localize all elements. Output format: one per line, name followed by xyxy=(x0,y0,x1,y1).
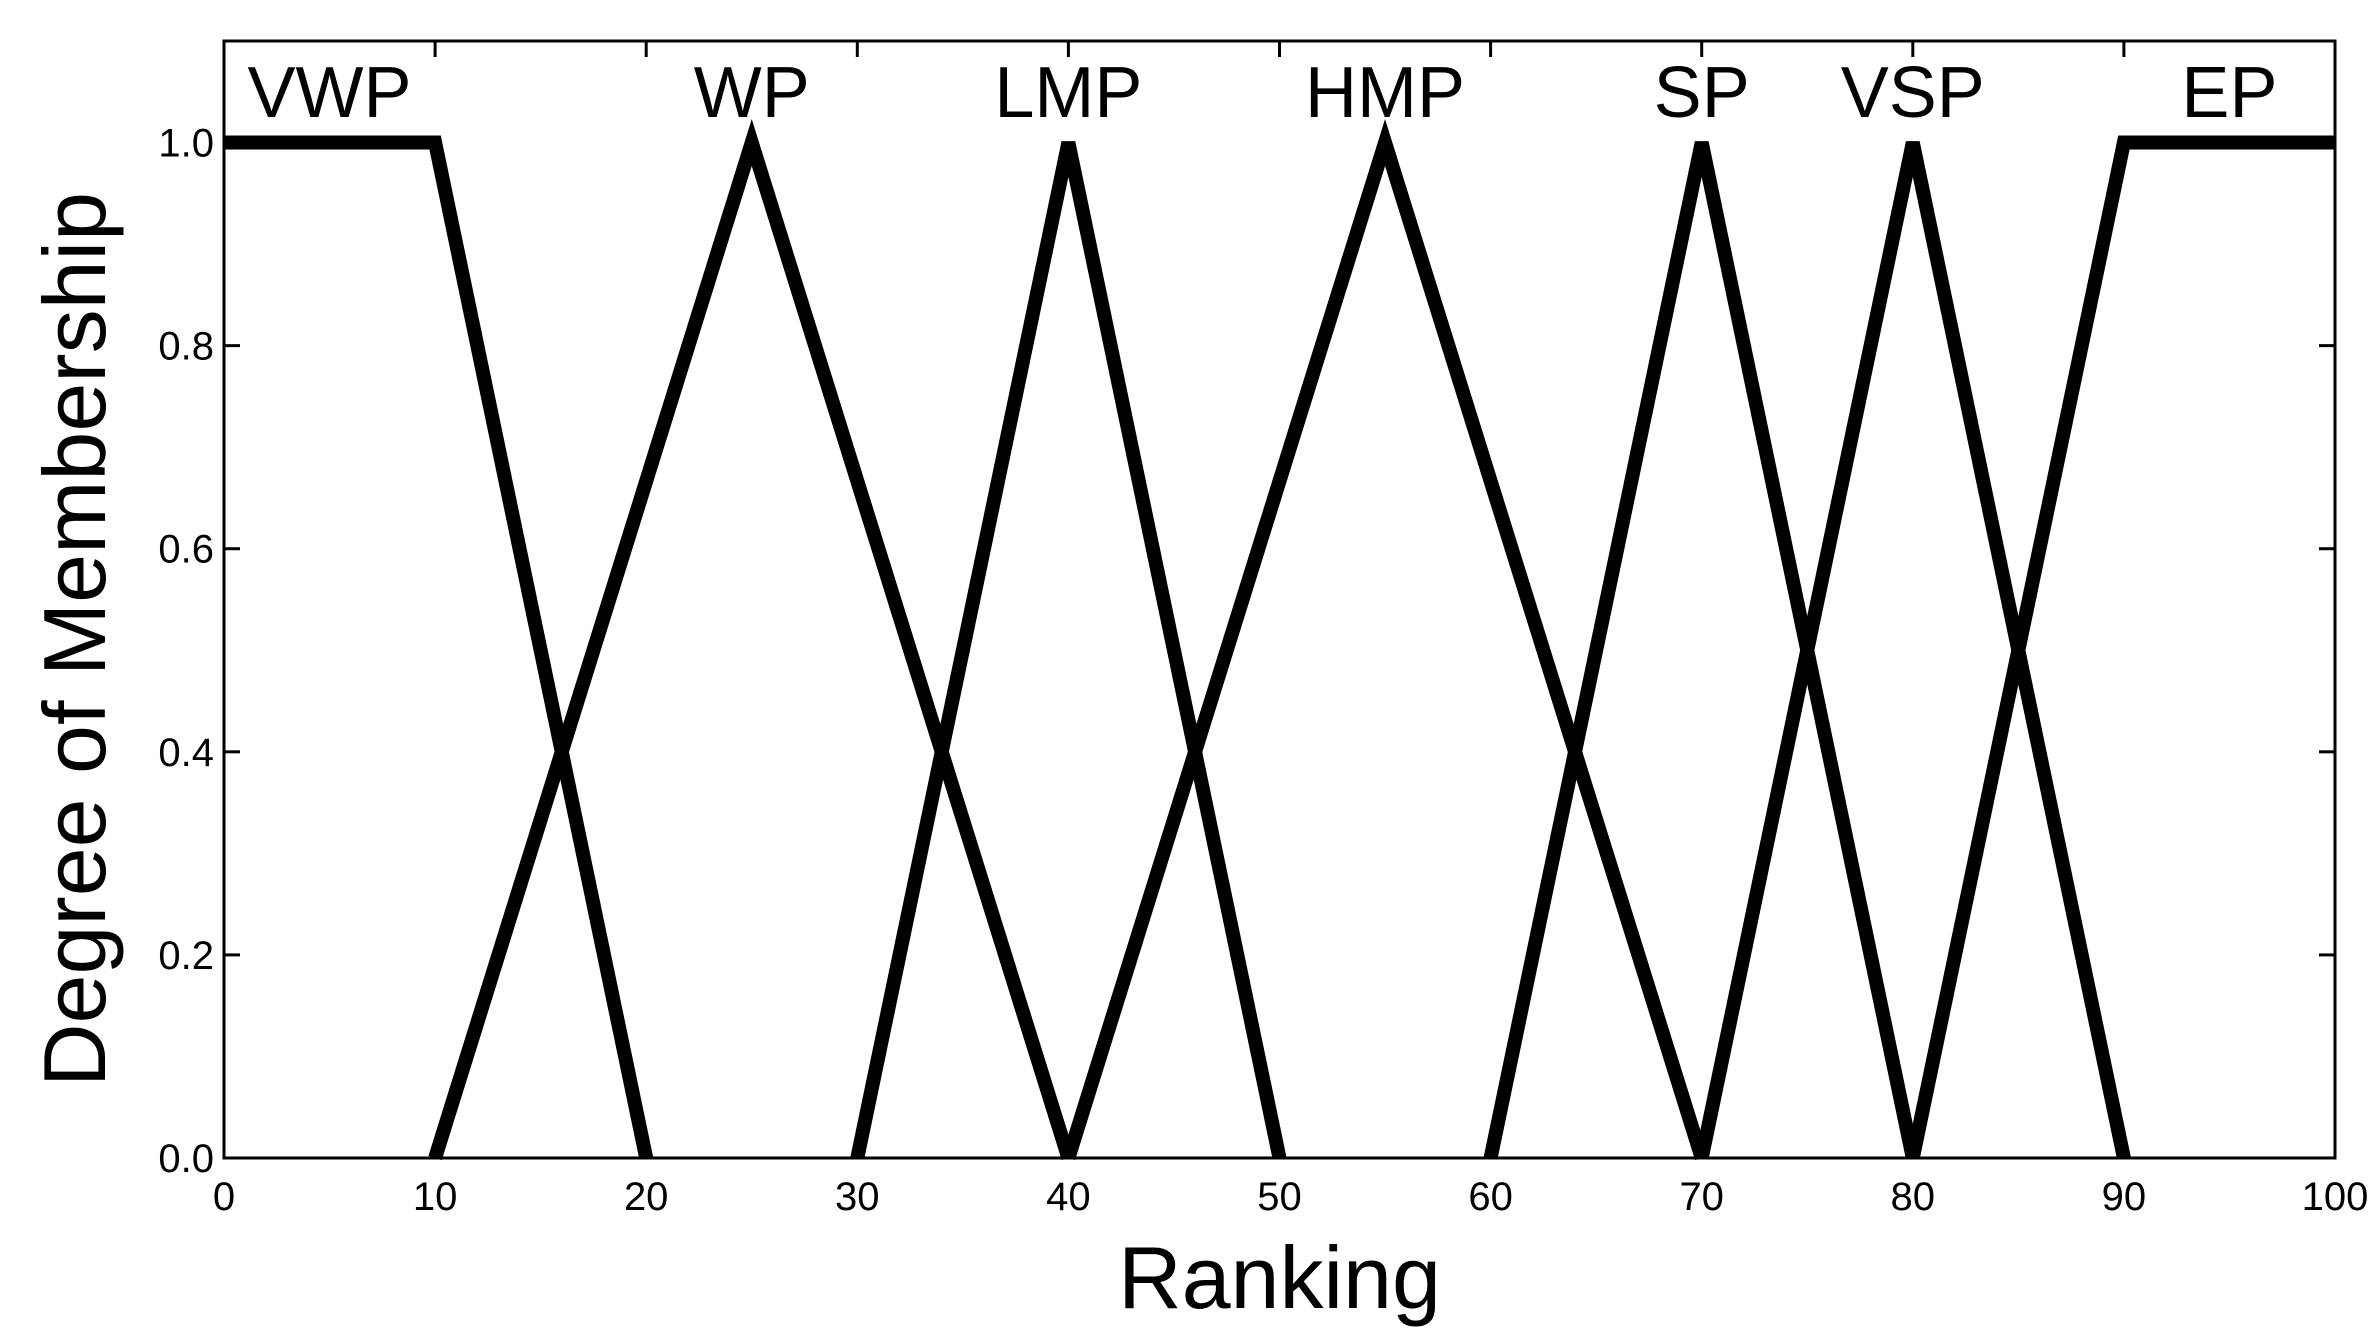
mf-line-ep xyxy=(1905,135,2335,1160)
mf-label-sp: SP xyxy=(1654,53,1750,133)
mf-line-vwp xyxy=(224,135,654,1160)
x-tick-label: 0 xyxy=(213,1175,235,1219)
mf-label-ep: EP xyxy=(2181,53,2277,133)
x-tick-label: 20 xyxy=(624,1175,669,1219)
mf-line-sp xyxy=(1483,141,1920,1160)
x-tick-label: 90 xyxy=(2102,1175,2147,1219)
y-tick-label: 1.0 xyxy=(158,122,214,166)
x-tick-label: 30 xyxy=(835,1175,880,1219)
y-tick-label: 0.6 xyxy=(158,528,214,572)
mf-label-hmp: HMP xyxy=(1305,53,1465,133)
mf-line-vsp xyxy=(1694,141,2131,1160)
y-tick-label: 0.4 xyxy=(158,731,214,775)
x-tick-label: 40 xyxy=(1046,1175,1091,1219)
x-tick-label: 100 xyxy=(2302,1175,2369,1219)
y-axis-title: Degree of Membership xyxy=(25,192,124,1087)
y-tick-label: 0.0 xyxy=(158,1137,214,1181)
mf-line-lmp xyxy=(850,141,1287,1160)
ticks-layer xyxy=(222,41,2337,1160)
x-tick-label: 50 xyxy=(1257,1175,1302,1219)
y-tick-label: 0.2 xyxy=(158,934,214,978)
mf-line-wp xyxy=(428,119,1076,1161)
mf-label-lmp: LMP xyxy=(994,53,1142,133)
mf-label-vsp: VSP xyxy=(1841,53,1985,133)
plot-frame xyxy=(222,39,2337,1160)
y-tick-label: 0.8 xyxy=(158,325,214,369)
x-tick-label: 80 xyxy=(1891,1175,1936,1219)
x-tick-label: 70 xyxy=(1679,1175,1724,1219)
mf-label-vwp: VWP xyxy=(248,53,412,133)
x-tick-label: 10 xyxy=(413,1175,458,1219)
marks-layer xyxy=(224,119,2335,1161)
mf-label-wp: WP xyxy=(694,53,810,133)
x-tick-label: 60 xyxy=(1468,1175,1513,1219)
labels-layer: 0 10 20 30 40 50 60 70 80 90 100 0.0 0.2 0.4 0.6 0.8 1.0… xyxy=(158,53,2368,1219)
mf-line-hmp xyxy=(1061,119,1709,1161)
x-axis-title: Ranking xyxy=(1118,1228,1441,1327)
